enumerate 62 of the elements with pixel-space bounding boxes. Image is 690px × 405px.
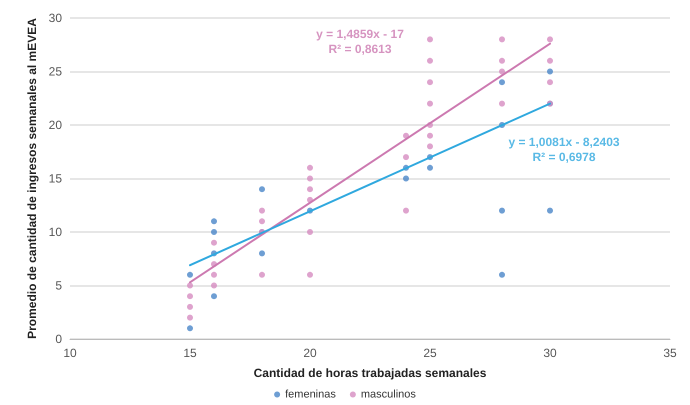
point — [259, 250, 265, 256]
point — [187, 293, 193, 300]
y-tick-label: 10 — [48, 225, 62, 239]
x-tick-label: 20 — [303, 346, 317, 360]
point — [499, 100, 505, 107]
point — [427, 143, 433, 150]
x-tick-label: 30 — [543, 346, 557, 360]
point — [259, 208, 265, 214]
point — [547, 58, 553, 64]
legend-label: masculinos — [360, 388, 416, 400]
point — [427, 58, 433, 64]
point — [547, 208, 553, 214]
point — [547, 79, 553, 86]
y-tick-label: 25 — [48, 64, 62, 78]
point — [547, 36, 553, 42]
point — [211, 218, 217, 224]
point — [259, 218, 265, 224]
point — [307, 229, 313, 235]
point — [499, 68, 505, 74]
point — [403, 208, 409, 214]
point — [499, 58, 505, 64]
point — [187, 314, 193, 321]
point — [403, 176, 409, 182]
x-axis-title: Cantidad de horas trabajadas semanales — [254, 366, 487, 380]
point — [427, 36, 433, 42]
y-tick-label: 15 — [48, 172, 62, 186]
point — [307, 186, 313, 192]
point — [307, 164, 313, 171]
point — [211, 282, 217, 288]
y-axis-title: Promedio de cantidad de ingresos semanales al mEVEA — [24, 18, 39, 339]
y-tick-label: 20 — [48, 118, 62, 132]
point — [187, 282, 193, 288]
point — [211, 293, 217, 300]
point — [427, 79, 433, 86]
legend-label: femeninas — [285, 388, 336, 400]
y-tick-label: 30 — [48, 11, 62, 25]
y-tick-label: 5 — [55, 278, 62, 292]
point — [187, 304, 193, 310]
point — [547, 68, 553, 74]
x-tick-label: 35 — [663, 346, 677, 360]
x-tick-label: 25 — [423, 346, 437, 360]
point — [427, 100, 433, 107]
point — [499, 272, 505, 278]
annotation: y = 1,4859x - 17 R² = 0,8613 — [316, 27, 404, 56]
point — [427, 164, 433, 171]
point — [427, 132, 433, 139]
point — [211, 272, 217, 278]
point — [307, 176, 313, 182]
point — [499, 79, 505, 86]
point — [187, 325, 193, 332]
point — [499, 36, 505, 42]
point — [499, 208, 505, 214]
point — [259, 186, 265, 192]
point — [211, 229, 217, 235]
point — [187, 272, 193, 278]
x-tick-label: 15 — [183, 346, 197, 360]
annotation: y = 1,0081x - 8,2403 R² = 0,6978 — [508, 135, 620, 164]
point — [307, 272, 313, 278]
point — [211, 240, 217, 246]
y-tick-label: 0 — [55, 332, 62, 346]
point — [259, 272, 265, 278]
point — [403, 154, 409, 160]
